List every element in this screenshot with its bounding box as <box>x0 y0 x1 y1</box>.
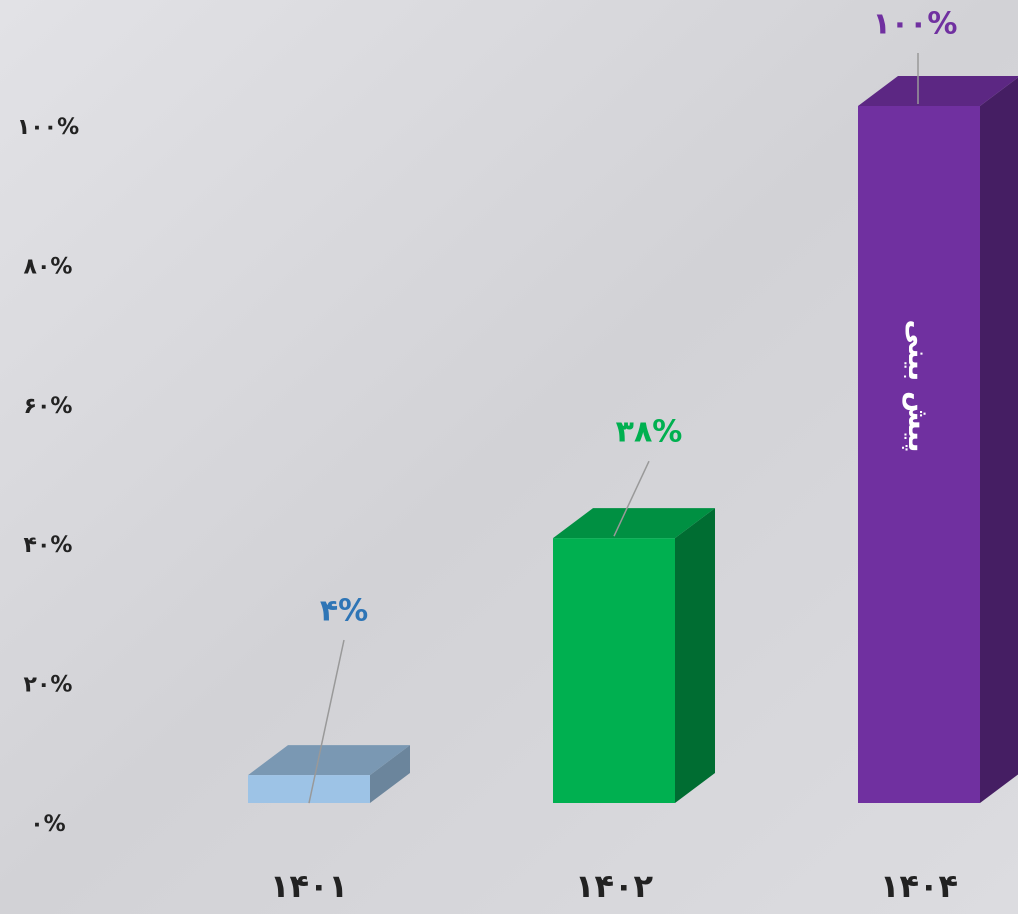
value-label: ۴% <box>320 594 368 629</box>
bar-side <box>675 508 715 803</box>
bar <box>553 538 675 803</box>
bar-top <box>553 508 715 539</box>
bar-top <box>248 745 410 776</box>
leader-line <box>308 639 345 804</box>
y-tick-label: ۸۰% <box>24 254 73 279</box>
y-tick-label: ۶۰% <box>24 394 73 419</box>
x-tick-label: ۱۴۰۴ <box>880 867 958 905</box>
annotation: پیش بینی <box>902 320 935 453</box>
y-tick-label: ۰% <box>30 812 65 837</box>
x-tick-label: ۱۴۰۲ <box>575 867 654 905</box>
y-tick-label: ۱۰۰% <box>17 115 79 140</box>
bar-top <box>858 76 1018 106</box>
bar-side <box>980 77 1018 803</box>
value-label: ۳۸% <box>616 415 683 450</box>
y-tick-label: ۴۰% <box>24 533 73 558</box>
value-label: ۱۰۰% <box>873 7 958 42</box>
bar <box>248 775 370 803</box>
bar-side <box>370 745 410 803</box>
leader-line <box>613 460 650 537</box>
bar <box>858 106 980 803</box>
y-tick-label: ۲۰% <box>24 673 73 698</box>
x-tick-label: ۱۴۰۱ <box>270 867 348 905</box>
